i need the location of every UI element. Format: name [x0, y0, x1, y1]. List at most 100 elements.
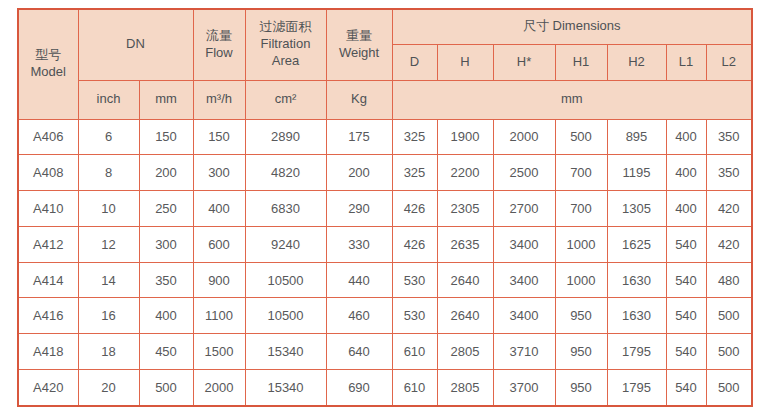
cell-value: 600 [193, 226, 245, 262]
cell-value: 10 [78, 191, 139, 227]
cell-model: A410 [18, 191, 78, 227]
cell-value: 540 [666, 298, 706, 334]
header-dim-l1: L1 [666, 44, 706, 80]
cell-value: 500 [706, 370, 752, 406]
cell-model: A408 [18, 155, 78, 191]
unit-area: cm² [245, 80, 326, 119]
datasheet-page: 型号 Model DN 流量 Flow 过滤面积 Filtration Area… [0, 0, 766, 408]
cell-value: 10500 [245, 298, 326, 334]
cell-value: 400 [666, 155, 706, 191]
cell-value: 3710 [493, 334, 555, 370]
table-row: A406615015028901753251900200050089540035… [18, 119, 752, 155]
cell-value: 1305 [607, 191, 666, 227]
cell-model: A412 [18, 226, 78, 262]
cell-value: 1630 [607, 298, 666, 334]
cell-value: 950 [555, 334, 607, 370]
cell-value: 1100 [193, 298, 245, 334]
cell-value: 1195 [607, 155, 666, 191]
cell-value: 350 [706, 155, 752, 191]
cell-value: 400 [139, 298, 193, 334]
cell-value: 690 [326, 370, 392, 406]
cell-value: 540 [666, 262, 706, 298]
cell-value: 9240 [245, 226, 326, 262]
cell-value: 12 [78, 226, 139, 262]
cell-value: 500 [555, 119, 607, 155]
table-row: A412123006009240330426263534001000162554… [18, 226, 752, 262]
cell-value: 10500 [245, 262, 326, 298]
table-row: A414143509001050044053026403400100016305… [18, 262, 752, 298]
table-row: A410102504006830290426230527007001305400… [18, 191, 752, 227]
cell-value: 325 [392, 155, 437, 191]
cell-value: 1000 [555, 226, 607, 262]
cell-value: 895 [607, 119, 666, 155]
cell-value: 2305 [437, 191, 493, 227]
cell-value: 2640 [437, 298, 493, 334]
cell-value: 480 [706, 262, 752, 298]
cell-value: 2805 [437, 334, 493, 370]
cell-value: 175 [326, 119, 392, 155]
cell-value: 1500 [193, 334, 245, 370]
cell-model: A414 [18, 262, 78, 298]
cell-value: 500 [139, 370, 193, 406]
cell-value: 290 [326, 191, 392, 227]
cell-value: 400 [193, 191, 245, 227]
unit-weight: Kg [326, 80, 392, 119]
cell-value: 350 [139, 262, 193, 298]
cell-value: 2805 [437, 370, 493, 406]
cell-value: 420 [706, 191, 752, 227]
cell-value: 900 [193, 262, 245, 298]
table-row: A418184501500153406406102805371095017955… [18, 334, 752, 370]
table-row: A408820030048202003252200250070011954003… [18, 155, 752, 191]
header-flow: 流量 Flow [193, 9, 245, 80]
cell-value: 8 [78, 155, 139, 191]
header-dn: DN [78, 9, 193, 80]
cell-value: 6830 [245, 191, 326, 227]
cell-value: 1625 [607, 226, 666, 262]
header-filtration-area: 过滤面积 Filtration Area [245, 9, 326, 80]
cell-value: 6 [78, 119, 139, 155]
cell-value: 200 [326, 155, 392, 191]
header-dim-hstar: H* [493, 44, 555, 80]
cell-value: 3700 [493, 370, 555, 406]
table-header: 型号 Model DN 流量 Flow 过滤面积 Filtration Area… [18, 9, 752, 119]
cell-value: 400 [666, 191, 706, 227]
cell-value: 530 [392, 298, 437, 334]
spec-table: 型号 Model DN 流量 Flow 过滤面积 Filtration Area… [17, 8, 753, 407]
cell-value: 325 [392, 119, 437, 155]
cell-value: 3400 [493, 262, 555, 298]
cell-value: 450 [139, 334, 193, 370]
cell-value: 540 [666, 370, 706, 406]
cell-value: 14 [78, 262, 139, 298]
cell-value: 16 [78, 298, 139, 334]
cell-value: 15340 [245, 334, 326, 370]
header-model: 型号 Model [18, 9, 78, 119]
cell-value: 420 [706, 226, 752, 262]
cell-value: 2500 [493, 155, 555, 191]
header-weight: 重量 Weight [326, 9, 392, 80]
header-row-units: inch mm m³/h cm² Kg mm [18, 80, 752, 119]
cell-model: A418 [18, 334, 78, 370]
cell-value: 1000 [555, 262, 607, 298]
cell-value: 700 [555, 191, 607, 227]
cell-value: 400 [666, 119, 706, 155]
cell-value: 530 [392, 262, 437, 298]
cell-value: 610 [392, 334, 437, 370]
cell-value: 1795 [607, 370, 666, 406]
cell-value: 2200 [437, 155, 493, 191]
cell-value: 540 [666, 226, 706, 262]
cell-value: 300 [139, 226, 193, 262]
cell-value: 4820 [245, 155, 326, 191]
table-row: A420205002000153406906102805370095017955… [18, 370, 752, 406]
cell-value: 540 [666, 334, 706, 370]
table-body: A406615015028901753251900200050089540035… [18, 119, 752, 406]
header-dim-h: H [437, 44, 493, 80]
header-dim-d: D [392, 44, 437, 80]
cell-value: 950 [555, 370, 607, 406]
unit-dimensions-mm: mm [392, 80, 752, 119]
table-row: A416164001100105004605302640340095016305… [18, 298, 752, 334]
cell-value: 300 [193, 155, 245, 191]
cell-value: 330 [326, 226, 392, 262]
unit-flow: m³/h [193, 80, 245, 119]
cell-value: 440 [326, 262, 392, 298]
cell-value: 3400 [493, 226, 555, 262]
